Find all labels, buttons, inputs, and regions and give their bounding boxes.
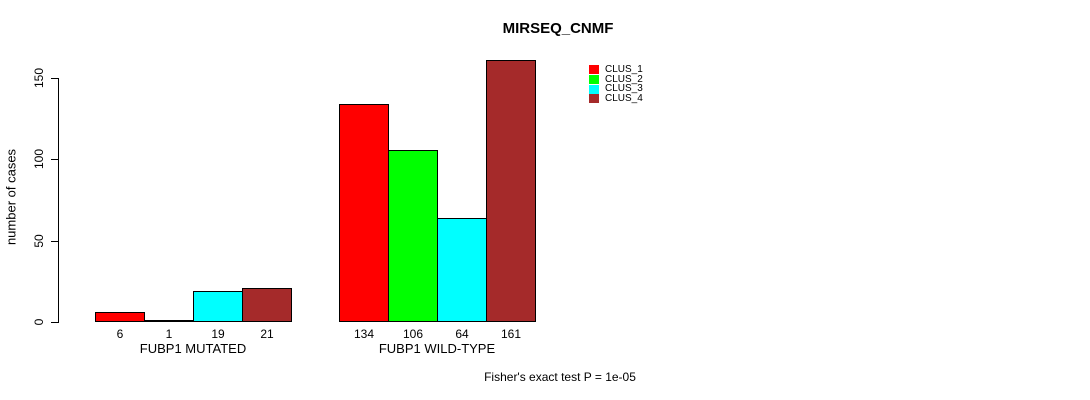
legend-swatch-clus_2 <box>589 75 599 85</box>
legend-swatch-clus_1 <box>589 65 599 75</box>
chart-title: MIRSEQ_CNMF <box>502 20 614 37</box>
legend-label: CLUS_1 <box>605 64 643 75</box>
bar-value-label: 19 <box>211 327 225 341</box>
bar-clus_1-fubp1-wild-type <box>339 104 389 322</box>
bar-value-label: 21 <box>260 327 274 341</box>
y-axis-tick <box>51 78 58 79</box>
bar-value-label: 1 <box>165 327 173 341</box>
bar-value-label: 6 <box>116 327 124 341</box>
bar-clus_3-fubp1-mutated <box>193 291 243 322</box>
group-label: FUBP1 MUTATED <box>139 341 247 356</box>
bar-clus_4-fubp1-wild-type <box>486 60 536 322</box>
bar-value-label: 106 <box>402 327 424 341</box>
y-axis-tick-label: 150 <box>32 67 46 89</box>
legend-label: CLUS_3 <box>605 83 643 95</box>
bar-clus_3-fubp1-wild-type <box>437 217 487 322</box>
legend: CLUS_1 CLUS_2 CLUS_3 CLUS_4 <box>589 65 643 104</box>
y-axis-tick-label: 100 <box>32 149 46 170</box>
y-axis-tick <box>51 322 58 323</box>
y-axis-tick <box>51 240 58 242</box>
legend-label: CLUS_2 <box>605 73 643 85</box>
annotation-text: Fisher's exact test P = 1e-05 <box>484 370 636 384</box>
legend-item-clus_2: CLUS_2 <box>589 73 643 85</box>
legend-item-clus_3: CLUS_3 <box>589 84 643 94</box>
bar-value-label: 134 <box>353 327 375 341</box>
bar-clus_2-fubp1-wild-type <box>388 149 438 322</box>
y-axis-tick-label: 0 <box>32 318 46 326</box>
legend-item-clus_1: CLUS_1 <box>589 65 643 75</box>
bar-clus_1-fubp1-mutated <box>95 312 145 322</box>
legend-item-clus_4: CLUS_4 <box>589 94 643 104</box>
group-label: FUBP1 WILD-TYPE <box>378 341 496 356</box>
legend-swatch-clus_4 <box>589 94 599 104</box>
y-axis-line <box>58 78 59 323</box>
bar-value-label: 161 <box>500 327 522 341</box>
y-axis-tick-label: 50 <box>32 233 46 248</box>
y-axis-tick <box>51 159 58 161</box>
legend-swatch-clus_3 <box>589 84 599 94</box>
bar-value-label: 64 <box>455 327 469 341</box>
bar-clus_4-fubp1-mutated <box>242 287 292 322</box>
bar-clus_2-fubp1-mutated <box>144 320 194 322</box>
legend-label: CLUS_4 <box>605 93 643 105</box>
